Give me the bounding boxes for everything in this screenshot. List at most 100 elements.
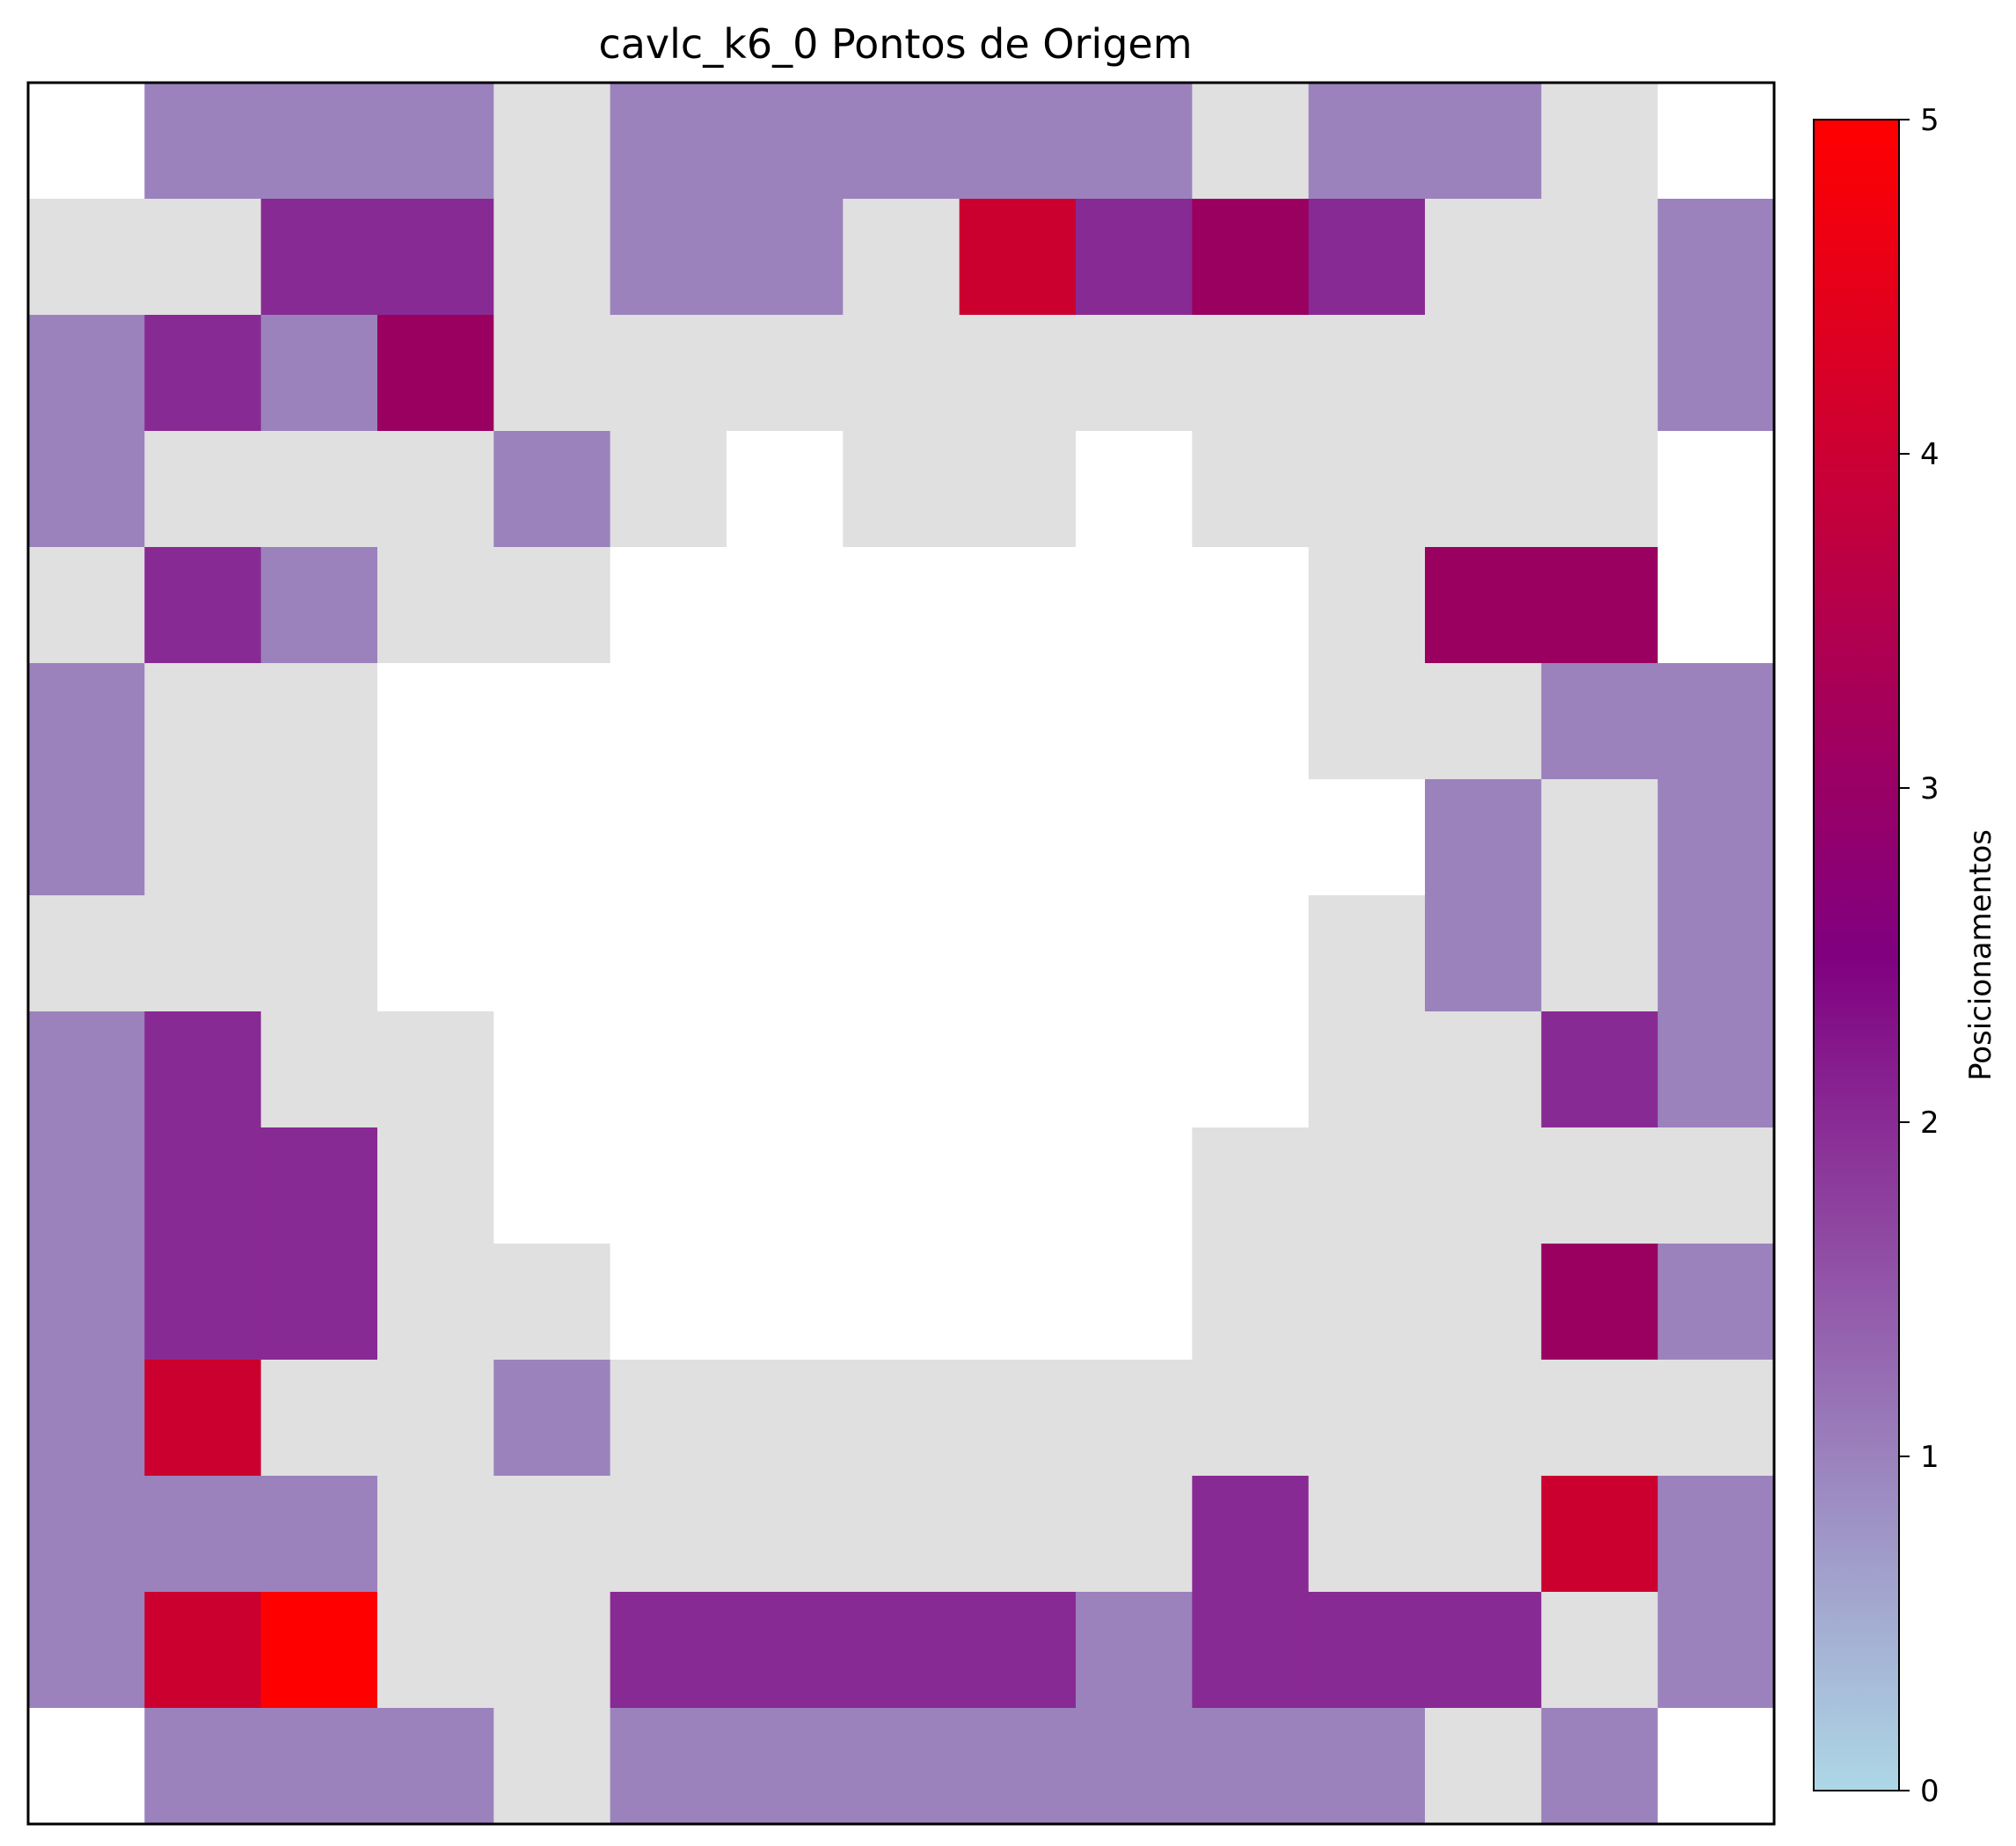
heatmap-cell: [1541, 1244, 1659, 1361]
heatmap-cell: [493, 83, 611, 200]
heatmap-cell: [727, 83, 844, 200]
heatmap-cell: [493, 1127, 611, 1244]
heatmap-cell: [28, 779, 145, 896]
heatmap-cell: [1076, 83, 1193, 200]
chart-title: cavlc_k6_0 Pontos de Origem: [598, 20, 1192, 68]
heatmap-cell: [1425, 1476, 1542, 1593]
heatmap-cell: [28, 1476, 145, 1593]
heatmap-cell: [28, 1708, 145, 1825]
heatmap-cell: [843, 199, 961, 316]
heatmap-cell: [144, 779, 262, 896]
heatmap-cell: [1425, 663, 1542, 780]
heatmap-cell: [843, 895, 961, 1012]
heatmap-cell: [1076, 1592, 1193, 1709]
heatmap-cell: [260, 1011, 378, 1128]
heatmap-cell: [1657, 663, 1775, 780]
heatmap-cell: [1425, 1244, 1542, 1361]
heatmap-cell: [1076, 779, 1193, 896]
heatmap-cell: [28, 547, 145, 664]
heatmap-cell: [610, 1011, 727, 1128]
heatmap-cell: [493, 779, 611, 896]
heatmap-cell: [260, 83, 378, 200]
heatmap-cell: [1308, 1011, 1426, 1128]
heatmap-cell: [1308, 315, 1426, 432]
colorbar-tick-label: 3: [1920, 771, 1939, 806]
heatmap-cell: [1425, 199, 1542, 316]
heatmap-cell: [1541, 1708, 1659, 1825]
heatmap-cell: [144, 315, 262, 432]
heatmap-cell: [1541, 315, 1659, 432]
heatmap-cell: [727, 779, 844, 896]
heatmap-cell: [1541, 1476, 1659, 1593]
heatmap-cell: [959, 779, 1077, 896]
heatmap-cell: [260, 431, 378, 548]
heatmap-cell: [493, 1244, 611, 1361]
heatmap-cell: [1657, 199, 1775, 316]
heatmap-cell: [377, 431, 494, 548]
heatmap-cell: [959, 83, 1077, 200]
heatmap-cell: [959, 895, 1077, 1012]
heatmap-cell: [1541, 547, 1659, 664]
heatmap-cell: [377, 895, 494, 1012]
heatmap-cell: [1657, 1011, 1775, 1128]
heatmap-cell: [959, 663, 1077, 780]
heatmap-cell: [1541, 1011, 1659, 1128]
heatmap-cell: [1076, 1244, 1193, 1361]
heatmap-cell: [1308, 895, 1426, 1012]
heatmap-cell: [1541, 1360, 1659, 1477]
heatmap-cell: [727, 1244, 844, 1361]
heatmap-cell: [260, 1592, 378, 1709]
heatmap-cell: [28, 199, 145, 316]
heatmap-cell: [28, 1360, 145, 1477]
heatmap-cell: [610, 431, 727, 548]
heatmap-cell: [1308, 663, 1426, 780]
heatmap-cell: [493, 431, 611, 548]
heatmap-cell: [28, 663, 145, 780]
heatmap-cell: [144, 1360, 262, 1477]
heatmap-cell: [843, 1360, 961, 1477]
heatmap-cell: [493, 895, 611, 1012]
heatmap-cell: [727, 431, 844, 548]
heatmap-cell: [1425, 1708, 1542, 1825]
heatmap-cell: [610, 83, 727, 200]
heatmap-cell: [1541, 1127, 1659, 1244]
heatmap-cell: [28, 1011, 145, 1128]
heatmap-cell: [1541, 431, 1659, 548]
heatmap-cell: [144, 1476, 262, 1593]
heatmap-cell: [260, 315, 378, 432]
heatmap-cell: [843, 1127, 961, 1244]
heatmap-cell: [260, 1360, 378, 1477]
heatmap-cell: [1425, 1011, 1542, 1128]
heatmap-cell: [1308, 83, 1426, 200]
heatmap-cell: [1192, 1592, 1310, 1709]
heatmap-cell: [144, 199, 262, 316]
heatmap-cell: [843, 663, 961, 780]
heatmap-cell: [1076, 1127, 1193, 1244]
heatmap-cell: [843, 1708, 961, 1825]
heatmap-cell: [144, 1244, 262, 1361]
heatmap-cell: [1308, 199, 1426, 316]
heatmap-cell: [843, 1244, 961, 1361]
heatmap-cell: [1308, 1476, 1426, 1593]
heatmap-cell: [610, 663, 727, 780]
heatmap-cell: [377, 1127, 494, 1244]
heatmap-cell: [1425, 1127, 1542, 1244]
colorbar: [1813, 119, 1900, 1791]
heatmap-cell: [1308, 431, 1426, 548]
heatmap-cell: [727, 199, 844, 316]
heatmap-cell: [727, 1476, 844, 1593]
heatmap-cell: [1657, 1127, 1775, 1244]
heatmap-cell: [28, 315, 145, 432]
heatmap-cell: [377, 1708, 494, 1825]
heatmap-cell: [959, 1592, 1077, 1709]
heatmap-cell: [610, 1592, 727, 1709]
heatmap-cell: [1425, 779, 1542, 896]
heatmap-cell: [377, 1476, 494, 1593]
heatmap-cell: [1192, 1127, 1310, 1244]
heatmap-cell: [1425, 1592, 1542, 1709]
heatmap-cell: [843, 1476, 961, 1593]
heatmap-cell: [28, 1592, 145, 1709]
heatmap-cell: [1076, 663, 1193, 780]
heatmap-cell: [144, 1708, 262, 1825]
